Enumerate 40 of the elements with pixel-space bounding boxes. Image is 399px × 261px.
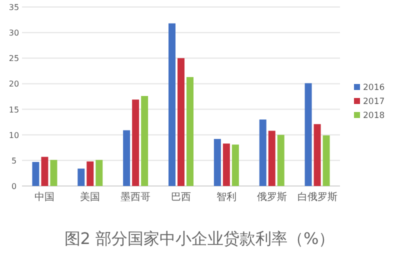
bar — [314, 124, 321, 186]
bar — [141, 96, 148, 186]
bar — [32, 162, 40, 186]
y-tick-label: 0 — [11, 182, 17, 191]
x-tick-label: 白俄罗斯 — [297, 191, 338, 203]
y-tick-label: 5 — [11, 156, 17, 166]
x-tick-label: 中国 — [34, 191, 55, 203]
bar — [222, 144, 230, 186]
y-tick-label: 15 — [8, 105, 20, 114]
x-tick-label: 俄罗斯 — [256, 191, 287, 203]
x-tick-label: 智利 — [216, 191, 236, 203]
bar — [168, 23, 176, 186]
bar — [232, 144, 239, 186]
bar — [214, 138, 221, 186]
bar — [123, 130, 130, 186]
bar — [96, 160, 103, 186]
bar — [178, 58, 184, 186]
legend-label: 2018 — [363, 111, 385, 121]
y-tick-label: 25 — [8, 54, 20, 64]
legend-label: 2017 — [363, 97, 385, 107]
bar — [132, 100, 140, 186]
bar — [268, 130, 276, 186]
bar — [86, 161, 94, 186]
y-tick-label: 35 — [8, 3, 20, 12]
bar — [78, 168, 85, 186]
y-tick-label: 20 — [8, 80, 20, 89]
bar — [186, 77, 194, 186]
x-tick-label: 墨西哥 — [120, 192, 151, 203]
bar — [304, 83, 312, 186]
text: 图2 部分国家中小企业贷款利率（%） — [64, 229, 335, 248]
bar — [41, 156, 48, 186]
bar — [322, 135, 330, 186]
x-tick-label: 美国 — [80, 191, 100, 203]
bar — [259, 120, 266, 186]
legend-label: 2016 — [363, 83, 385, 93]
y-tick-label: 30 — [8, 28, 20, 38]
y-tick-label: 10 — [8, 130, 20, 140]
bar — [277, 134, 284, 186]
x-tick-label: 巴西 — [171, 192, 191, 203]
bar — [50, 160, 58, 186]
